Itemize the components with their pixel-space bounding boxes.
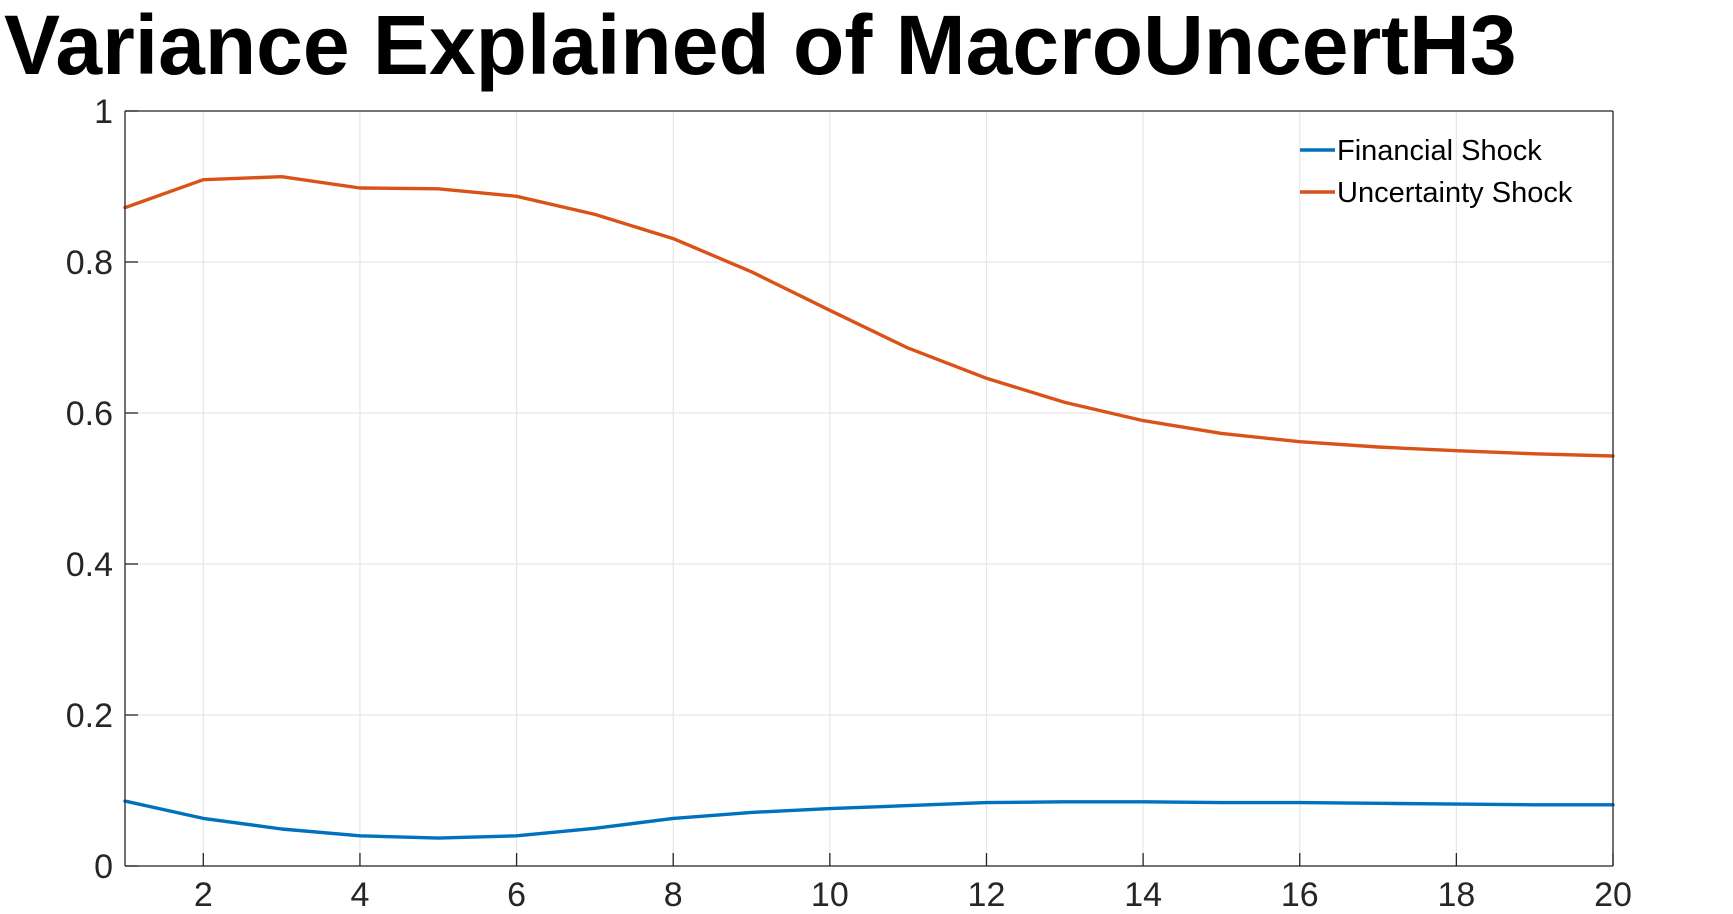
y-tick-label-0: 0 bbox=[94, 848, 113, 886]
chart-title: Variance Explained of MacroUncertH3 bbox=[4, 0, 1517, 92]
x-tick-label-6: 6 bbox=[507, 876, 526, 914]
ticks: 2 4 6 8 10 12 14 16 18 20 0 0.2 0.4 0.6 0.8 1 bbox=[66, 93, 1632, 914]
y-tick-label-0_2: 0.2 bbox=[66, 697, 113, 735]
x-tick-label-10: 10 bbox=[811, 876, 849, 914]
x-tick-label-20: 20 bbox=[1594, 876, 1632, 914]
y-tick-label-0_6: 0.6 bbox=[66, 395, 113, 433]
x-tick-label-8: 8 bbox=[664, 876, 683, 914]
y-tick-label-0_8: 0.8 bbox=[66, 244, 113, 282]
legend-label-uncertainty-shock: Uncertainty Shock bbox=[1337, 177, 1573, 209]
x-tick-label-12: 12 bbox=[968, 876, 1006, 914]
x-tick-label-14: 14 bbox=[1124, 876, 1162, 914]
series-line-financial-shock bbox=[123, 799, 1615, 840]
grid bbox=[125, 110, 1614, 867]
x-tick-label-4: 4 bbox=[350, 876, 369, 914]
series-layer bbox=[123, 174, 1615, 840]
axes bbox=[124, 110, 1614, 867]
legend: Financial Shock Uncertainty Shock bbox=[1300, 135, 1573, 209]
legend-label-financial-shock: Financial Shock bbox=[1337, 135, 1542, 167]
series-line-uncertainty-shock bbox=[123, 174, 1615, 458]
x-tick-label-18: 18 bbox=[1437, 876, 1475, 914]
y-tick-label-1: 1 bbox=[94, 93, 113, 131]
y-tick-label-0_4: 0.4 bbox=[66, 546, 113, 584]
x-tick-label-16: 16 bbox=[1281, 876, 1319, 914]
x-tick-label-2: 2 bbox=[194, 876, 213, 914]
